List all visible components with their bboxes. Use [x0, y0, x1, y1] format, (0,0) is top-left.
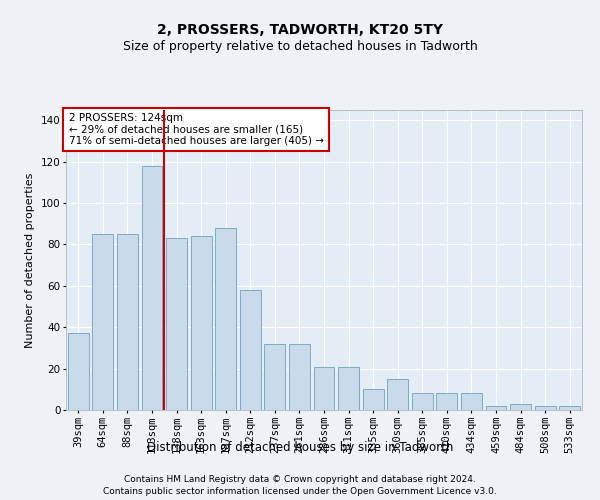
Text: Distribution of detached houses by size in Tadworth: Distribution of detached houses by size …: [147, 441, 453, 454]
Bar: [289, 344, 310, 410]
Bar: [142, 166, 163, 410]
Text: 2, PROSSERS, TADWORTH, KT20 5TY: 2, PROSSERS, TADWORTH, KT20 5TY: [157, 22, 443, 36]
Bar: [240, 290, 261, 410]
Bar: [535, 406, 556, 410]
Bar: [338, 366, 359, 410]
Bar: [92, 234, 113, 410]
Y-axis label: Number of detached properties: Number of detached properties: [25, 172, 35, 348]
Bar: [485, 406, 506, 410]
Text: Contains HM Land Registry data © Crown copyright and database right 2024.: Contains HM Land Registry data © Crown c…: [124, 474, 476, 484]
Bar: [166, 238, 187, 410]
Bar: [412, 394, 433, 410]
Bar: [117, 234, 138, 410]
Bar: [314, 366, 334, 410]
Bar: [461, 394, 482, 410]
Bar: [387, 379, 408, 410]
Bar: [265, 344, 286, 410]
Bar: [510, 404, 531, 410]
Bar: [215, 228, 236, 410]
Bar: [191, 236, 212, 410]
Bar: [559, 406, 580, 410]
Text: Contains public sector information licensed under the Open Government Licence v3: Contains public sector information licen…: [103, 486, 497, 496]
Bar: [362, 390, 383, 410]
Text: 2 PROSSERS: 124sqm
← 29% of detached houses are smaller (165)
71% of semi-detach: 2 PROSSERS: 124sqm ← 29% of detached hou…: [68, 113, 323, 146]
Bar: [68, 334, 89, 410]
Bar: [436, 394, 457, 410]
Text: Size of property relative to detached houses in Tadworth: Size of property relative to detached ho…: [122, 40, 478, 53]
